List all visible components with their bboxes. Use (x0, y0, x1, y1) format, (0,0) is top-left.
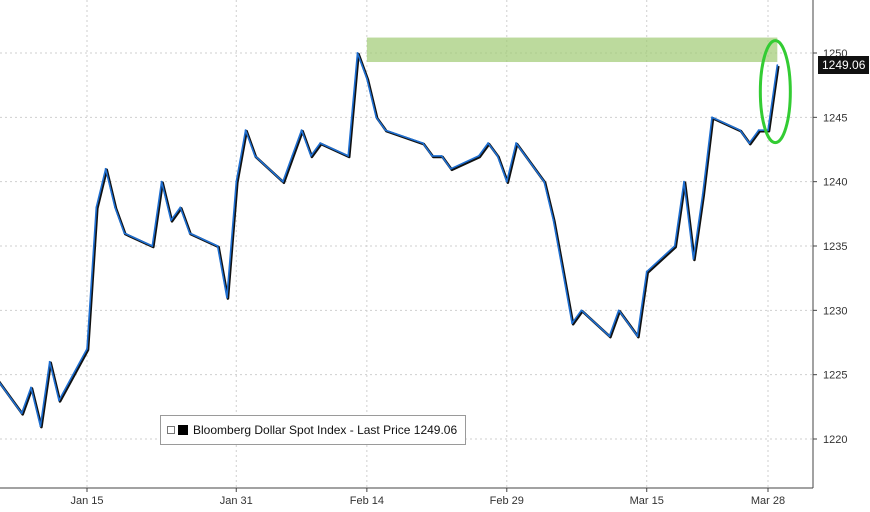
data-point (440, 155, 443, 157)
highlight-band (366, 37, 778, 63)
highlight-band-rect (366, 37, 778, 63)
x-tick-label: Jan 31 (220, 495, 253, 507)
data-point (114, 206, 116, 209)
data-point (701, 193, 704, 196)
data-point (552, 219, 555, 222)
data-point (179, 206, 182, 209)
data-point (449, 167, 452, 170)
data-point (477, 155, 480, 157)
data-point (636, 335, 639, 337)
legend-label: Bloomberg Dollar Spot Index - Last Price… (193, 423, 458, 437)
data-point (617, 309, 620, 312)
x-tick-label: Jan 15 (70, 495, 103, 507)
data-point (95, 206, 98, 209)
data-point (20, 412, 23, 415)
data-point (505, 180, 508, 183)
series-line-path (0, 52, 779, 427)
data-point (673, 245, 676, 247)
data-point (347, 155, 350, 157)
data-point (365, 77, 368, 80)
data-point (645, 270, 648, 273)
data-point (627, 322, 629, 325)
data-point (608, 335, 611, 337)
annotation-ellipse-shape (758, 39, 792, 145)
y-tick-label: 1235 (823, 241, 847, 253)
x-tick-label: Mar 15 (630, 495, 664, 507)
data-point (421, 142, 424, 144)
data-point (235, 180, 238, 183)
data-point (384, 129, 387, 132)
data-point (561, 270, 564, 273)
y-tick-label: 1225 (823, 370, 847, 382)
data-point (319, 142, 322, 144)
y-tick-label: 1240 (823, 177, 847, 189)
data-point (711, 116, 713, 119)
data-point (226, 296, 228, 299)
data-point (291, 155, 294, 157)
data-point (748, 142, 751, 144)
axes (0, 0, 817, 492)
data-point (487, 142, 490, 144)
data-point (151, 245, 154, 247)
x-tick-label: Feb 14 (350, 495, 384, 507)
data-point (571, 322, 573, 325)
series-line-shadow (0, 52, 780, 429)
legend-swatch (178, 425, 188, 435)
data-point (244, 129, 247, 132)
data-point (580, 309, 583, 312)
x-tick-label: Mar 28 (751, 495, 785, 507)
data-point (216, 245, 219, 247)
annotation-ellipse (758, 39, 792, 145)
data-point (776, 64, 779, 66)
data-point (86, 348, 88, 350)
data-point (683, 180, 685, 183)
y-tick-label: 1220 (823, 434, 847, 446)
data-point (692, 257, 695, 260)
data-point (39, 425, 42, 428)
data-point (58, 399, 60, 402)
data-point (282, 180, 284, 183)
data-point (48, 360, 51, 363)
data-point (767, 129, 769, 132)
legend-toggle-icon[interactable] (167, 426, 175, 434)
data-point (757, 129, 760, 132)
data-point (170, 219, 172, 222)
data-point (543, 180, 546, 183)
data-point (160, 180, 163, 183)
data-point (515, 142, 518, 144)
data-point (496, 155, 499, 157)
data-point (188, 232, 191, 235)
y-tick-label: 1245 (823, 112, 847, 124)
x-tick-labels: Jan 15 Jan 31 Feb 14 Feb 29 Mar 15 Mar 28 (70, 495, 785, 507)
data-point (739, 129, 741, 132)
data-point (254, 155, 256, 157)
last-price-tag: 1249.06 (818, 56, 870, 74)
data-point (309, 155, 312, 157)
y-tick-label: 1230 (823, 305, 847, 317)
data-point (431, 155, 434, 157)
series-line (0, 52, 780, 429)
data-point (123, 232, 126, 235)
data-point (104, 167, 107, 170)
data-point (356, 52, 359, 54)
data-point (30, 386, 32, 389)
data-point (300, 129, 303, 132)
legend: Bloomberg Dollar Spot Index - Last Price… (160, 415, 467, 445)
x-tick-label: Feb 29 (490, 495, 524, 507)
data-point (375, 116, 378, 119)
